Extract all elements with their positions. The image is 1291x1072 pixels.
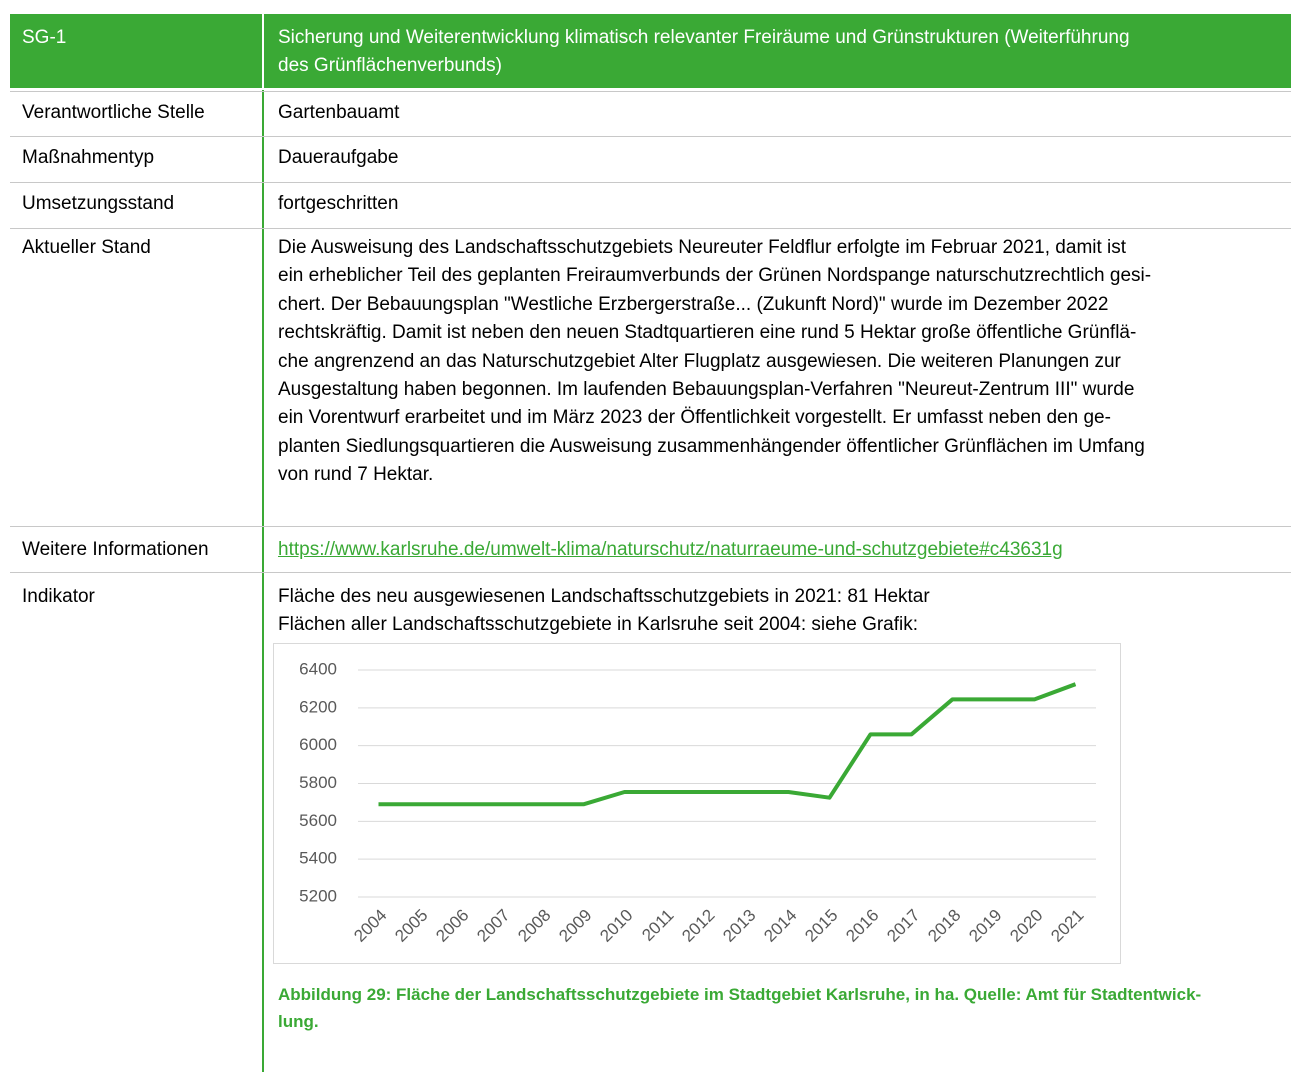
column-divider — [262, 90, 264, 1072]
x-tick-label: 2010 — [596, 906, 636, 946]
x-tick-label: 2020 — [1006, 906, 1046, 946]
figure-caption: Abbildung 29: Fläche der Landschaftsschu… — [278, 985, 1202, 1004]
row-rule — [10, 136, 1291, 137]
header-divider — [262, 14, 264, 88]
y-tick-label: 5200 — [299, 886, 337, 905]
data-line — [378, 682, 1077, 807]
x-tick-label: 2019 — [965, 906, 1005, 946]
row-text-line: chert. Der Bebauungsplan "Westliche Erzb… — [278, 293, 1109, 315]
x-tick-label: 2012 — [678, 906, 718, 946]
header-band — [10, 14, 1291, 88]
x-tick-label: 2013 — [719, 906, 759, 946]
row-label: Indikator — [22, 586, 95, 607]
x-tick-label: 2021 — [1047, 906, 1087, 946]
info-link[interactable]: https://www.karlsruhe.de/umwelt-klima/na… — [278, 539, 1063, 560]
row-text-line: ein Vorentwurf erarbeitet und im März 20… — [278, 407, 1111, 429]
x-tick-label: 2004 — [350, 906, 390, 946]
row-value: fortgeschritten — [278, 193, 399, 214]
x-tick-label: 2011 — [638, 906, 677, 945]
y-tick-label: 5600 — [299, 811, 337, 830]
row-label: Umsetzungsstand — [22, 193, 175, 214]
y-tick-label: 5400 — [299, 849, 337, 868]
y-tick-label: 6000 — [299, 735, 337, 754]
x-tick-label: 2007 — [473, 906, 513, 946]
row-text-line: che angrenzend an das Naturschutzgebiet … — [278, 350, 1121, 372]
y-tick-label: 6400 — [299, 659, 337, 678]
x-tick-label: 2014 — [760, 906, 800, 946]
header-title: Sicherung und Weiterentwicklung klimatis… — [278, 27, 1130, 48]
row-text-line: Fläche des neu ausgewiesenen Landschafts… — [278, 586, 930, 607]
row-text-line: Ausgestaltung haben begonnen. Im laufend… — [278, 379, 1135, 400]
header-code: SG-1 — [22, 27, 67, 48]
row-value: Gartenbauamt — [278, 102, 400, 123]
row-label: Aktueller Stand — [22, 237, 151, 258]
x-tick-label: 2006 — [432, 906, 472, 946]
row-label: Maßnahmentyp — [22, 147, 155, 168]
x-tick-label: 2016 — [842, 906, 882, 946]
x-tick-label: 2005 — [391, 906, 431, 946]
x-tick-label: 2008 — [514, 906, 554, 946]
figure-caption: lung. — [278, 1012, 319, 1031]
row-text-line: von rund 7 Hektar. — [278, 464, 434, 486]
row-rule — [10, 182, 1291, 183]
row-text-line: planten Siedlungsquartieren die Ausweisu… — [278, 435, 1145, 457]
y-tick-label: 5800 — [299, 773, 337, 792]
row-text-line: Flächen aller Landschaftsschutzgebiete i… — [278, 614, 919, 636]
row-label: Verantwortliche Stelle — [22, 102, 205, 123]
x-tick-label: 2018 — [924, 906, 964, 946]
chart-frame — [273, 643, 1121, 964]
x-tick-label: 2017 — [883, 906, 923, 946]
row-value: Daueraufgabe — [278, 147, 399, 168]
row-text-line: rechtskräftig. Damit ist neben den neuen… — [278, 322, 1137, 344]
row-text-line: Die Ausweisung des Landschaftsschutzgebi… — [278, 237, 1127, 258]
x-tick-label: 2009 — [555, 906, 595, 946]
row-rule — [10, 572, 1291, 573]
row-rule — [10, 526, 1291, 527]
row-text-line: ein erheblicher Teil des geplanten Freir… — [278, 265, 1152, 287]
row-label: Weitere Informationen — [22, 539, 209, 560]
row-rule — [10, 91, 1291, 92]
row-rule — [10, 228, 1291, 229]
x-tick-label: 2015 — [801, 906, 841, 946]
header-title: des Grünflächenverbunds) — [278, 55, 502, 76]
y-tick-label: 6200 — [299, 697, 337, 716]
